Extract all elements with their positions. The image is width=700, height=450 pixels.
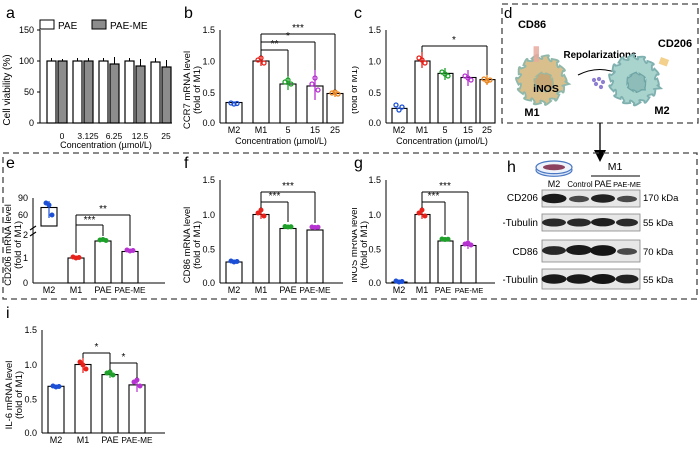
svg-text:1.0: 1.0	[202, 57, 215, 67]
svg-text:*: *	[452, 35, 456, 46]
svg-text:d: d	[504, 5, 512, 22]
svg-text:**: **	[271, 39, 279, 50]
svg-text:1.5: 1.5	[24, 325, 37, 335]
svg-text:0.0: 0.0	[368, 118, 381, 128]
svg-text:25: 25	[161, 131, 171, 141]
svg-text:M1: M1	[416, 125, 429, 135]
svg-text:PAE-ME: PAE-ME	[121, 435, 153, 445]
svg-text:150: 150	[19, 25, 34, 35]
svg-text:*: *	[286, 31, 290, 42]
svg-text:c: c	[354, 5, 362, 22]
svg-text:1.0: 1.0	[24, 360, 37, 370]
svg-text:PAE: PAE	[58, 21, 78, 32]
svg-text:CD86: CD86	[518, 19, 546, 31]
svg-text:0.5: 0.5	[368, 88, 381, 98]
svg-text:0.5: 0.5	[24, 395, 37, 405]
svg-text:0: 0	[29, 118, 34, 128]
svg-text:a: a	[6, 5, 15, 22]
svg-text:0.0: 0.0	[24, 428, 37, 438]
svg-text:Concentration (µmol/L): Concentration (µmol/L)	[235, 136, 327, 146]
svg-text:M1: M1	[255, 125, 268, 135]
svg-text:100: 100	[19, 56, 34, 66]
svg-text:PAE: PAE	[101, 435, 118, 445]
svg-text:25: 25	[482, 125, 492, 135]
svg-text:iNOS: iNOS	[533, 83, 559, 95]
svg-text:*: *	[122, 352, 126, 363]
svg-text:Concentration (µmol/L): Concentration (µmol/L)	[60, 140, 152, 150]
svg-text:M2: M2	[654, 105, 669, 117]
svg-text:15: 15	[310, 125, 320, 135]
svg-text:*: *	[95, 342, 99, 353]
svg-text:5: 5	[442, 125, 447, 135]
svg-text:0.5: 0.5	[202, 88, 215, 98]
svg-text:Cell viability (%): Cell viability (%)	[2, 54, 13, 125]
svg-text:5: 5	[285, 125, 290, 135]
svg-text:15: 15	[463, 125, 473, 135]
svg-text:M1: M1	[524, 107, 539, 119]
svg-text:25: 25	[330, 125, 340, 135]
svg-text:Concentration (µmol/L): Concentration (µmol/L)	[396, 136, 488, 146]
svg-text:PAE-ME: PAE-ME	[110, 21, 148, 32]
svg-text:M1: M1	[77, 435, 90, 445]
svg-text:M2: M2	[50, 435, 63, 445]
svg-text:CD206: CD206	[658, 38, 692, 50]
svg-text:1.5: 1.5	[202, 25, 215, 35]
svg-text:50: 50	[24, 87, 34, 97]
svg-text:(fold of M1): (fold of M1)	[352, 66, 360, 114]
svg-text:1.5: 1.5	[368, 25, 381, 35]
svg-text:(fold of M1): (fold of M1)	[192, 66, 203, 114]
svg-text:***: ***	[292, 23, 304, 34]
svg-text:b: b	[184, 5, 193, 22]
svg-text:1.0: 1.0	[368, 57, 381, 67]
svg-text:0.0: 0.0	[202, 118, 215, 128]
svg-text:M2: M2	[228, 125, 241, 135]
svg-text:(fold of M1): (fold of M1)	[14, 371, 25, 419]
svg-text:i: i	[6, 305, 10, 322]
svg-text:M2: M2	[393, 125, 406, 135]
